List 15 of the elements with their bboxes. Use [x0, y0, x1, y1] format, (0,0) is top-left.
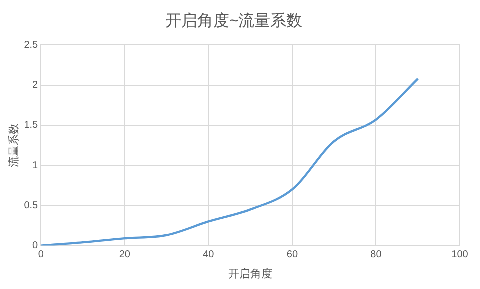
y-tick-label: 1.5: [24, 120, 39, 132]
y-tick-label: 1: [32, 160, 39, 172]
x-tick-label: 80: [370, 250, 382, 261]
x-tick-label: 20: [119, 250, 131, 261]
x-axis-title: 开启角度: [228, 267, 273, 280]
x-tick-label: 40: [203, 250, 215, 261]
y-tick-label: 0.5: [24, 200, 39, 212]
y-tick-label: 0: [32, 240, 39, 252]
chart-title: 开启角度~流量系数: [165, 12, 303, 30]
line-series: [41, 78, 420, 246]
x-tick-label: 100: [452, 250, 469, 261]
y-tick-label: 2: [32, 80, 39, 92]
x-tick-label: 60: [286, 250, 298, 261]
y-tick-label: 2.5: [24, 40, 39, 51]
y-axis-title: 流量系数: [8, 124, 21, 168]
